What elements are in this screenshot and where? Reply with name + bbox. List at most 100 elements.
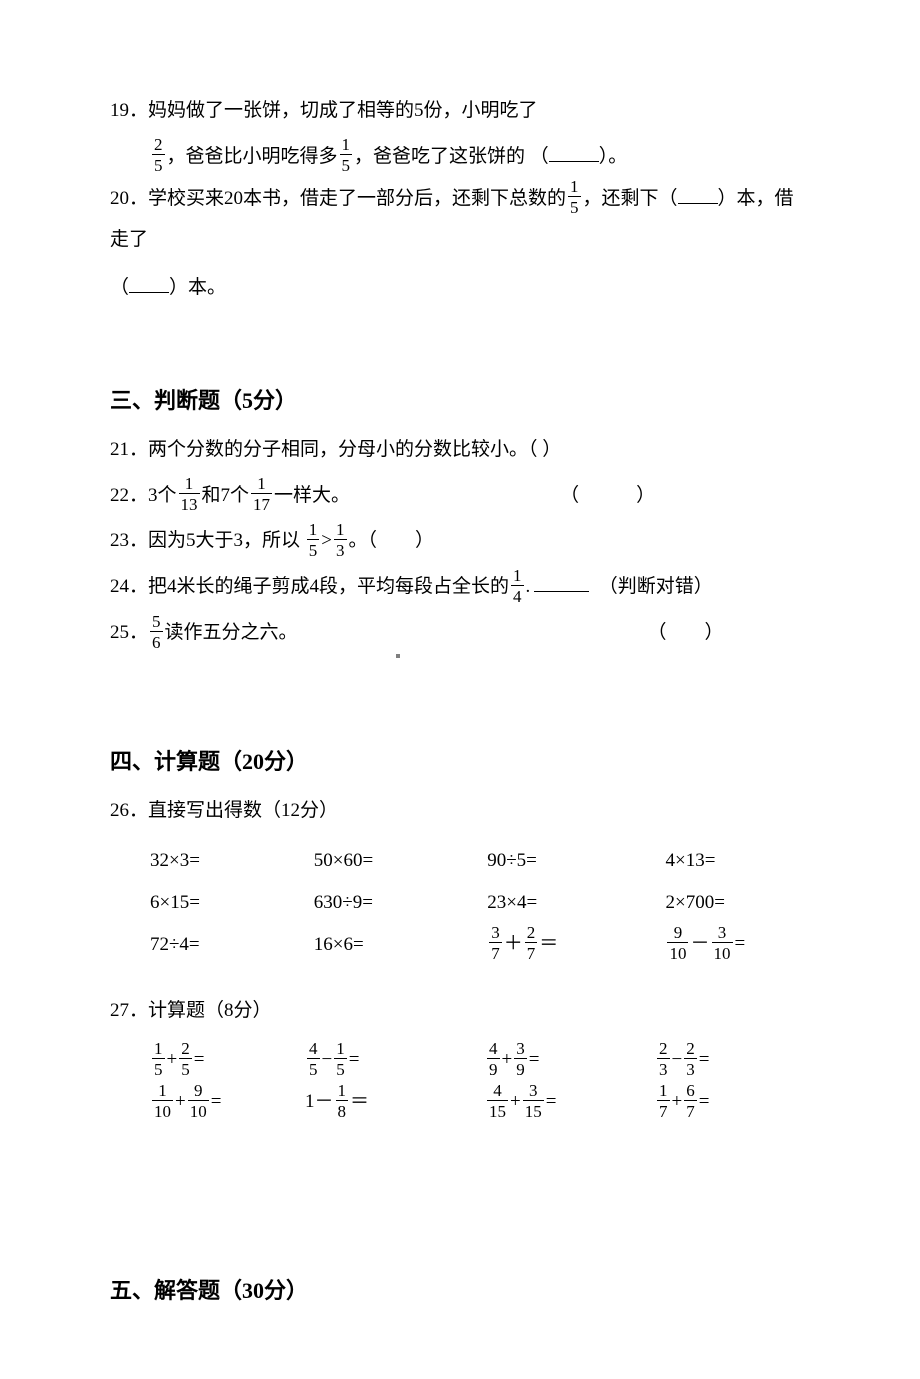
q26-num: 26． bbox=[110, 800, 148, 821]
q26-grid: 32×3= 50×60= 90÷5= 4×13= 6×15= 630÷9= 23… bbox=[110, 840, 810, 966]
fraction: 1 5 bbox=[338, 136, 355, 174]
q19-l2c: ）。 bbox=[599, 146, 628, 167]
q19-num: 19． bbox=[110, 100, 148, 121]
calc-cell: 16×6= bbox=[314, 926, 487, 964]
q27-grid: 1 5 + 2 5 = 4 5 − 1 5 = 4 9 bbox=[110, 1039, 810, 1123]
section-4-title: 四、计算题（20分） bbox=[110, 744, 810, 776]
fraction: 1 5 bbox=[332, 1040, 349, 1078]
calc-cell: 72÷4= bbox=[150, 926, 314, 964]
worksheet-page: 19．妈妈做了一张饼，切成了相等的5份，小明吃了 2 5 ，爸爸比小明吃得多 1… bbox=[0, 0, 920, 1379]
q24-a: 把4米长的绳子剪成4段，平均每段占全长的 bbox=[148, 576, 509, 597]
q24-num: 24． bbox=[110, 576, 148, 597]
question-19-line2: 2 5 ，爸爸比小明吃得多 1 5 ，爸爸吃了这张饼的 （ ）。 bbox=[110, 136, 810, 178]
fraction: 4 9 bbox=[485, 1040, 502, 1078]
calc-cell: 1 10 + 9 10 = bbox=[150, 1083, 305, 1122]
calc-cell: 4 5 − 1 5 = bbox=[305, 1041, 485, 1080]
q22-paren: （ ） bbox=[560, 475, 655, 517]
q21-text: 两个分数的分子相同，分母小的分数比较小。（ ） bbox=[148, 439, 561, 460]
q23-num: 23． bbox=[110, 530, 148, 551]
table-row: 1 5 + 2 5 = 4 5 − 1 5 = 4 9 bbox=[150, 1039, 810, 1081]
calc-cell: 2×700= bbox=[665, 884, 810, 922]
fraction: 2 3 bbox=[655, 1040, 672, 1078]
table-row: 32×3= 50×60= 90÷5= 4×13= bbox=[150, 840, 810, 882]
question-27: 27．计算题（8分） bbox=[110, 990, 810, 1032]
calc-cell: 6×15= bbox=[150, 884, 314, 922]
blank-line bbox=[129, 292, 169, 293]
decorative-dot bbox=[396, 654, 400, 658]
q21-num: 21． bbox=[110, 439, 148, 460]
fraction: 1 5 bbox=[566, 178, 583, 216]
fraction: 9 10 bbox=[665, 924, 690, 962]
fraction: 1 7 bbox=[655, 1082, 672, 1120]
fraction: 3 15 bbox=[521, 1082, 546, 1120]
q22-b: 和7个 bbox=[202, 485, 250, 506]
fraction: 1 13 bbox=[177, 475, 202, 513]
q24-dot: . bbox=[526, 576, 531, 597]
q19-l2a: ，爸爸比小明吃得多 bbox=[167, 146, 338, 167]
fraction: 3 7 bbox=[487, 924, 504, 962]
question-23: 23．因为5大于3，所以 1 5 > 1 3 。（ ） bbox=[110, 520, 810, 562]
fraction: 1 10 bbox=[150, 1082, 175, 1120]
blank-line bbox=[534, 591, 589, 592]
fraction: 1 5 bbox=[305, 521, 322, 559]
section-3-title: 三、判断题（5分） bbox=[110, 383, 810, 415]
calc-cell: 9 10 － 3 10 = bbox=[665, 925, 810, 964]
fraction: 3 10 bbox=[710, 924, 735, 962]
table-row: 1 10 + 9 10 = 1－ 1 8 ＝ 4 15 + 3 1 bbox=[150, 1081, 810, 1123]
question-21: 21．两个分数的分子相同，分母小的分数比较小。（ ） bbox=[110, 429, 810, 471]
q22-num: 22． bbox=[110, 485, 148, 506]
q20-d: （ bbox=[110, 277, 129, 298]
q22-c: 一样大。 bbox=[274, 485, 350, 506]
q20-num: 20． bbox=[110, 188, 148, 209]
calc-cell: 90÷5= bbox=[487, 842, 665, 880]
fraction: 9 10 bbox=[186, 1082, 211, 1120]
fraction: 2 5 bbox=[150, 136, 167, 174]
q22-a: 3个 bbox=[148, 485, 177, 506]
calc-cell: 2 3 − 2 3 = bbox=[655, 1041, 805, 1080]
q19-l2b: ，爸爸吃了这张饼的 （ bbox=[354, 146, 549, 167]
calc-cell: 4 9 + 3 9 = bbox=[485, 1041, 655, 1080]
q26-label: 直接写出得数（12分） bbox=[148, 800, 338, 821]
question-26: 26．直接写出得数（12分） bbox=[110, 790, 810, 832]
q24-label: （判断对错） bbox=[599, 576, 713, 597]
fraction: 1 3 bbox=[332, 521, 349, 559]
fraction: 1 4 bbox=[509, 567, 526, 605]
q20-b: ，还剩下（ bbox=[583, 188, 678, 209]
section-5-title: 五、解答题（30分） bbox=[110, 1273, 810, 1305]
calc-cell: 50×60= bbox=[314, 842, 487, 880]
q25-paren: （ ） bbox=[648, 612, 724, 654]
fraction: 6 7 bbox=[682, 1082, 699, 1120]
table-row: 72÷4= 16×6= 3 7 ＋ 2 7 ＝ 9 10 － 3 10 = bbox=[150, 924, 810, 966]
fraction: 1 8 bbox=[334, 1082, 351, 1120]
fraction: 4 5 bbox=[305, 1040, 322, 1078]
question-24: 24．把4米长的绳子剪成4段，平均每段占全长的 1 4 . （判断对错） bbox=[110, 566, 810, 608]
blank-line bbox=[678, 203, 718, 204]
fraction: 1 5 bbox=[150, 1040, 167, 1078]
q23-op: > bbox=[321, 530, 332, 551]
q20-a: 学校买来20本书，借走了一部分后，还剩下总数的 bbox=[148, 188, 566, 209]
fraction: 1 17 bbox=[249, 475, 274, 513]
calc-cell: 630÷9= bbox=[314, 884, 487, 922]
question-22: 22．3个 1 13 和7个 1 17 一样大。 （ ） bbox=[110, 475, 810, 517]
calc-cell: 3 7 ＋ 2 7 ＝ bbox=[487, 925, 665, 964]
q19-l1: 妈妈做了一张饼，切成了相等的5份，小明吃了 bbox=[148, 100, 538, 121]
fraction: 5 6 bbox=[148, 613, 165, 651]
q27-num: 27． bbox=[110, 1000, 148, 1021]
fraction: 2 5 bbox=[177, 1040, 194, 1078]
q25-num: 25． bbox=[110, 622, 148, 643]
calc-cell: 32×3= bbox=[150, 842, 314, 880]
calc-cell: 1 5 + 2 5 = bbox=[150, 1041, 305, 1080]
calc-cell: 1－ 1 8 ＝ bbox=[305, 1083, 485, 1122]
q23-b: 。（ ） bbox=[349, 530, 435, 551]
calc-cell: 4×13= bbox=[665, 842, 810, 880]
fraction: 3 9 bbox=[512, 1040, 529, 1078]
blank-line bbox=[549, 161, 599, 162]
table-row: 6×15= 630÷9= 23×4= 2×700= bbox=[150, 882, 810, 924]
question-20-line2: （ ）本。 bbox=[110, 265, 810, 311]
question-19: 19．妈妈做了一张饼，切成了相等的5份，小明吃了 bbox=[110, 90, 810, 132]
q20-e: ）本。 bbox=[169, 277, 226, 298]
q23-a: 因为5大于3，所以 bbox=[148, 530, 305, 551]
question-20: 20．学校买来20本书，借走了一部分后，还剩下总数的 1 5 ，还剩下（）本，借… bbox=[110, 178, 810, 262]
question-25: 25． 5 6 读作五分之六。（ ） bbox=[110, 612, 810, 654]
fraction: 2 7 bbox=[523, 924, 540, 962]
